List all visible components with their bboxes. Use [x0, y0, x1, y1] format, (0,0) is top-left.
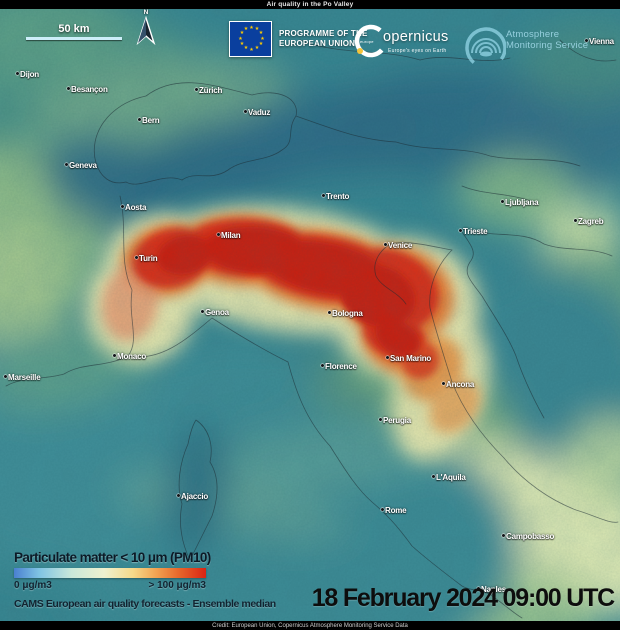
legend-gradient-bar	[14, 568, 206, 578]
copernicus-wordmark: opernicus	[383, 29, 449, 45]
copernicus-tagline: Europe's eyes on Earth	[388, 48, 447, 54]
map-scale: 50 km	[26, 23, 122, 40]
borders-coastlines	[5, 39, 619, 619]
eu-star-icon: ★	[243, 25, 249, 32]
compass-north-label: N	[143, 9, 149, 16]
scale-label: 50 km	[58, 23, 90, 35]
eu-programme-text: PROGRAMME OF THE EUROPEAN UNION	[279, 29, 368, 50]
eu-star-icon: ★	[254, 45, 260, 52]
copernicus-inner-text: europe	[360, 39, 374, 44]
scale-rule	[26, 37, 122, 40]
eu-programme-line1: PROGRAMME OF THE	[279, 28, 368, 38]
pm10-legend: Particulate matter < 10 μm (PM10) 0 μg/m…	[14, 550, 276, 610]
map-title: Air quality in the Po Valley	[266, 1, 354, 8]
grain-texture	[0, 8, 620, 621]
copernicus-logo: europe opernicus Europe's eyes on Earth	[350, 18, 460, 64]
top-title-bar: Air quality in the Po Valley	[0, 0, 620, 9]
eu-flag-icon: ★ ★ ★ ★ ★ ★ ★ ★ ★ ★ ★ ★	[229, 21, 272, 57]
legend-max-label: > 100 μg/m3	[148, 580, 206, 591]
eu-star-icon: ★	[258, 41, 264, 47]
valid-time-label: 18 February 2024 09:00 UTC	[311, 584, 616, 612]
eu-star-icon: ★	[238, 35, 243, 42]
atmosphere-monitoring-service-logo: Atmosphere Monitoring Service	[462, 23, 617, 73]
eu-programme-block: ★ ★ ★ ★ ★ ★ ★ ★ ★ ★ ★ ★ PROGRAMME OF THE EUROPEAN U…	[229, 21, 368, 57]
compass: N	[133, 9, 159, 51]
ams-line1: Atmosphere	[506, 29, 560, 40]
eu-star-icon: ★	[239, 30, 245, 36]
eu-star-icon: ★	[249, 46, 254, 53]
eu-star-icon: ★	[239, 41, 245, 47]
legend-title: Particulate matter < 10 μm (PM10)	[14, 550, 211, 565]
eu-star-icon: ★	[249, 24, 254, 31]
north-arrow-icon	[136, 15, 156, 46]
ams-arcs-icon	[465, 27, 506, 69]
legend-range-labels: 0 μg/m3 > 100 μg/m3	[14, 580, 206, 591]
copernicus-swirl-icon	[354, 24, 388, 58]
eu-star-icon: ★	[254, 25, 260, 32]
ams-text: Atmosphere Monitoring Service	[506, 29, 588, 52]
eu-star-icon: ★	[243, 45, 249, 52]
ams-line2: Monitoring Service	[506, 40, 589, 52]
eu-star-icon: ★	[260, 35, 265, 42]
credit-text: Credit: European Union, Copernicus Atmos…	[212, 622, 408, 629]
credit-bar: Credit: European Union, Copernicus Atmos…	[0, 621, 620, 630]
legend-source-line: CAMS European air quality forecasts - En…	[14, 598, 276, 610]
eu-programme-line2: EUROPEAN UNION	[279, 39, 356, 48]
eu-star-icon: ★	[258, 30, 264, 36]
legend-min-label: 0 μg/m3	[14, 580, 52, 591]
pm10-heatmap-canvas	[0, 8, 620, 621]
